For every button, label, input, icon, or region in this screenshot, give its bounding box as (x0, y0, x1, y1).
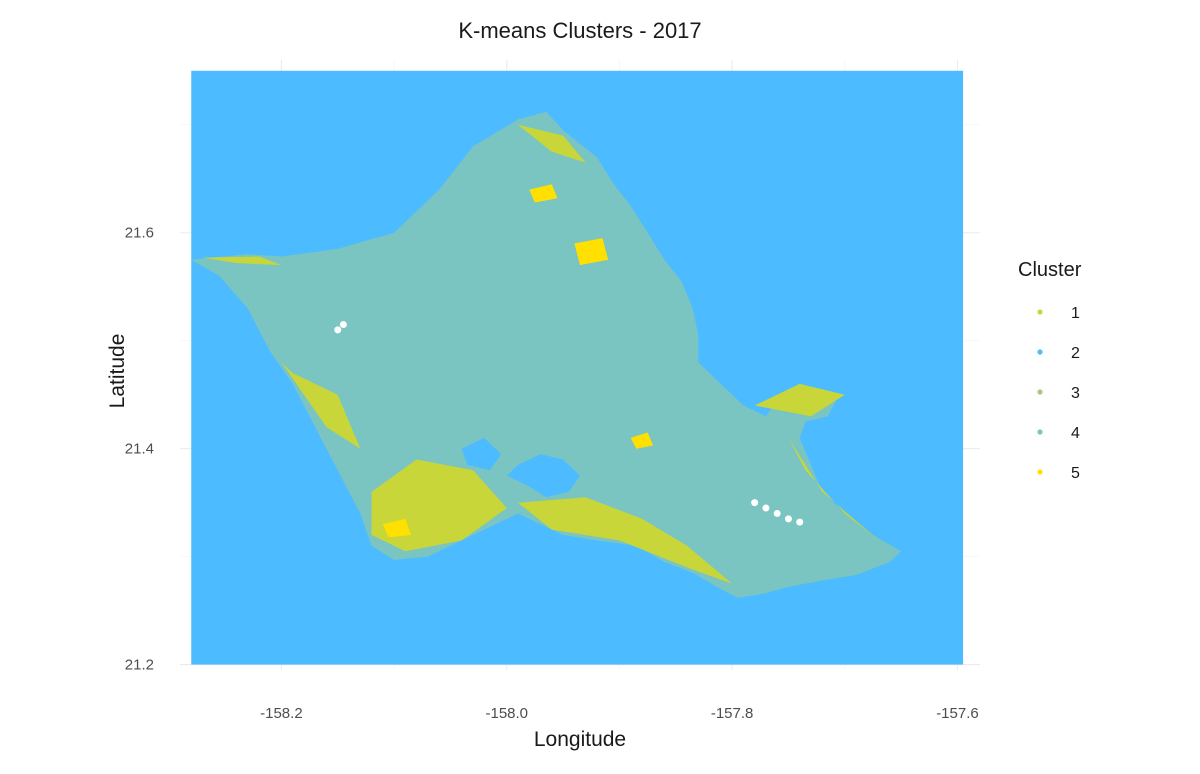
x-axis-title: Longitude (534, 728, 626, 751)
x-tick-label: -157.8 (711, 705, 754, 722)
clear-spot (773, 509, 781, 517)
y-tick-label: 21.4 (125, 441, 154, 458)
clear-spot (339, 321, 347, 329)
island-cluster-4 (191, 111, 902, 598)
x-tick-label: -157.6 (936, 705, 979, 722)
y-tick-label: 21.2 (125, 657, 154, 674)
patch-cluster-1 (202, 256, 282, 266)
legend-key-5 (1037, 469, 1043, 475)
legend-key-4 (1037, 429, 1043, 435)
clear-spot (796, 518, 804, 526)
legend: Cluster 1 2 3 4 5 (1018, 259, 1082, 482)
legend-title: Cluster (1018, 259, 1082, 281)
raster-layer (191, 70, 964, 665)
patch-cluster-1 (518, 497, 733, 584)
water-cluster-2 (506, 454, 580, 498)
y-tick-label: 21.6 (125, 225, 154, 242)
legend-label-4: 4 (1071, 425, 1080, 442)
y-axis-title: Latitude (106, 334, 129, 409)
legend-label-3: 3 (1071, 385, 1080, 402)
x-tick-label: -158.2 (260, 705, 303, 722)
legend-key-1 (1037, 309, 1043, 315)
patch-cluster-5 (630, 432, 654, 449)
legend-key-2 (1037, 349, 1043, 355)
patch-cluster-5 (382, 518, 411, 538)
legend-label-2: 2 (1071, 345, 1080, 362)
legend-label-5: 5 (1071, 465, 1080, 482)
x-tick-label: -158.0 (485, 705, 528, 722)
clear-spot (762, 504, 770, 512)
patch-cluster-1 (754, 383, 845, 417)
clear-spot (751, 499, 759, 507)
patch-cluster-5 (574, 238, 609, 266)
patch-cluster-5 (529, 184, 558, 203)
clear-spot (784, 515, 792, 523)
patch-cluster-1 (518, 124, 586, 163)
legend-key-3 (1037, 389, 1043, 395)
y-axis-ticks: 21.2 21.4 21.6 (125, 225, 154, 674)
legend-label-1: 1 (1071, 305, 1080, 322)
clear-spot (334, 326, 342, 334)
x-axis-ticks: -158.2 -158.0 -157.8 -157.6 (260, 705, 979, 722)
chart-title: K-means Clusters - 2017 (458, 18, 701, 43)
water-cluster-2 (461, 437, 502, 471)
patch-cluster-1 (281, 362, 361, 449)
